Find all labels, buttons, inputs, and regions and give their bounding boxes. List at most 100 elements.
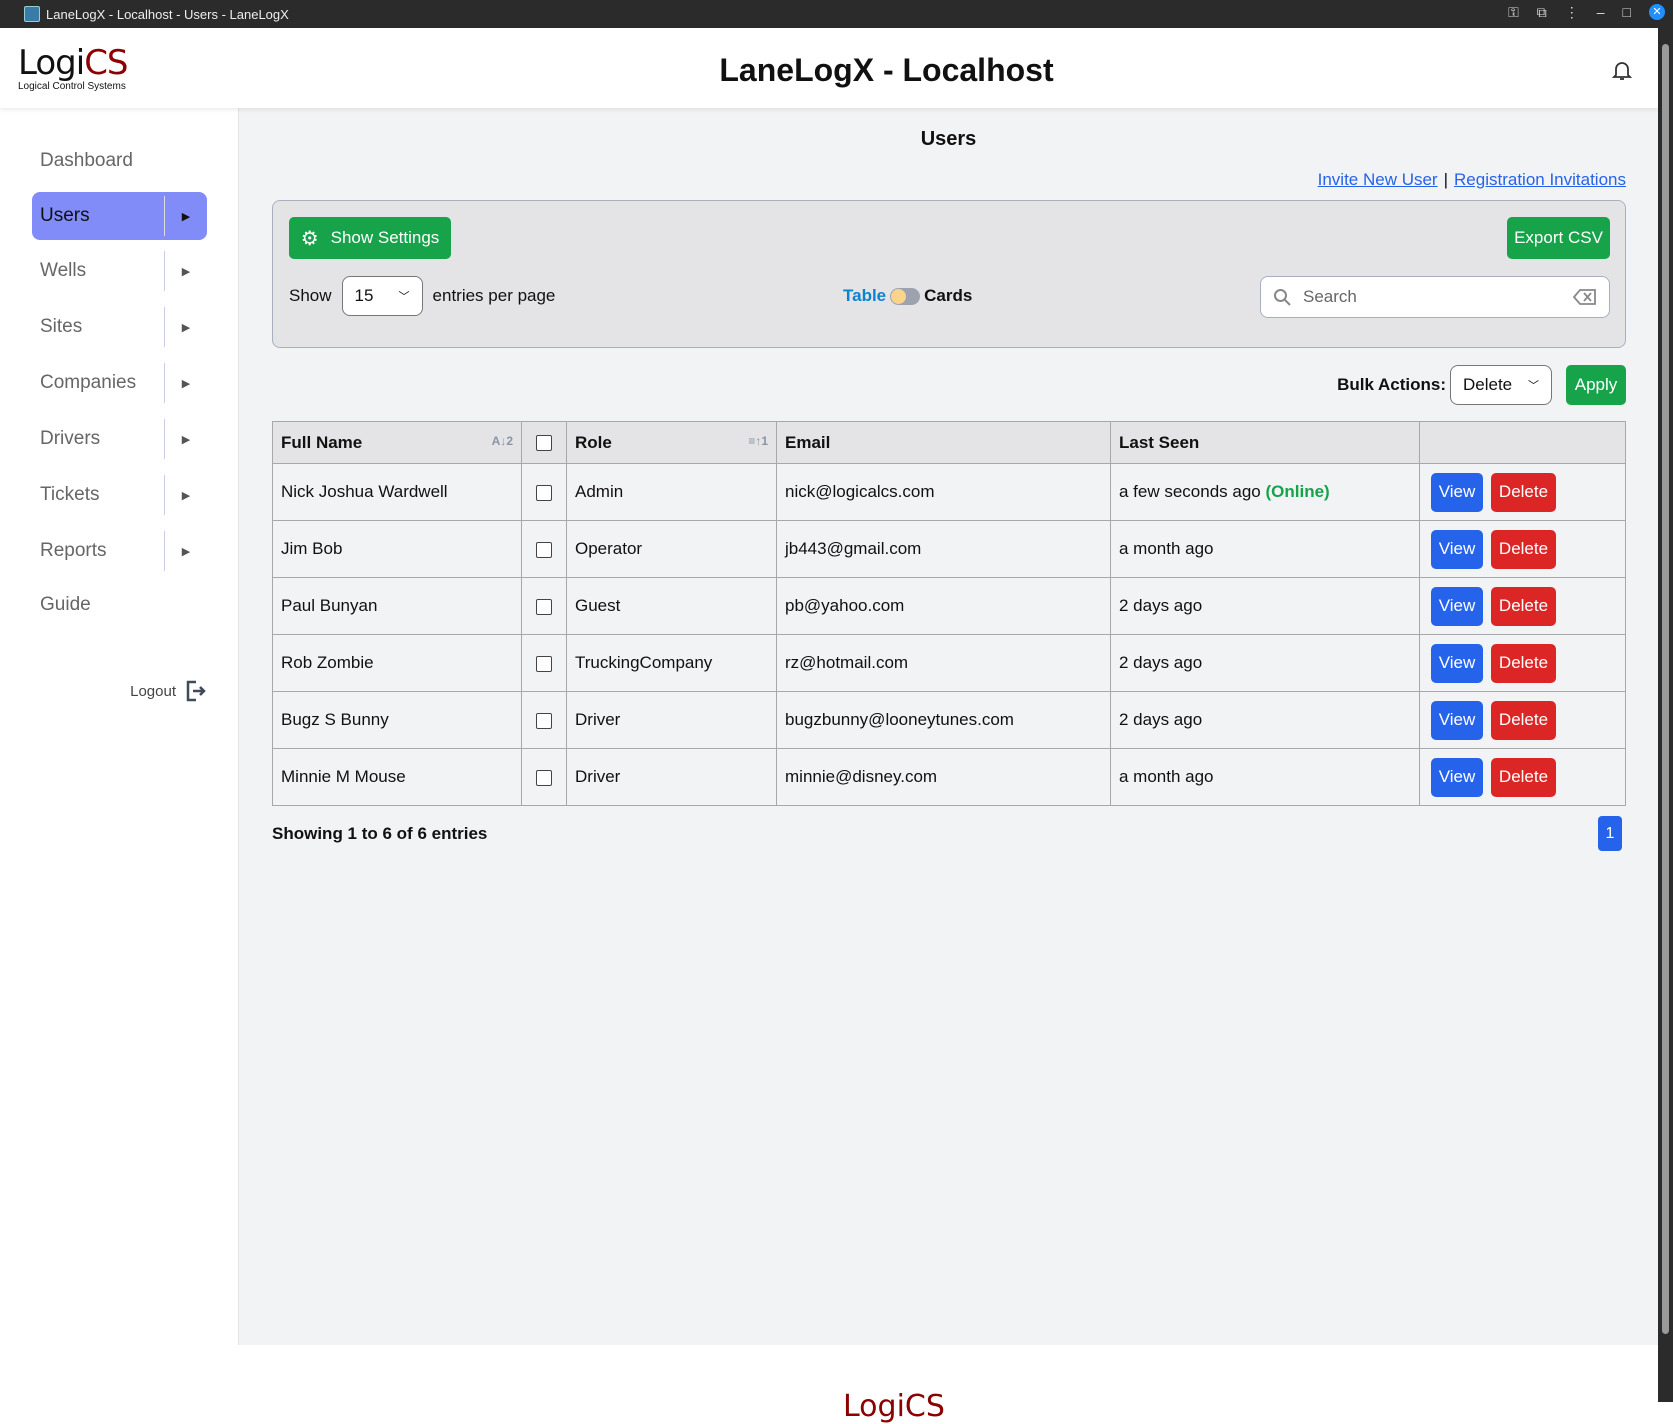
sidebar-item-sites[interactable]: Sites ▶ (32, 303, 207, 351)
row-checkbox[interactable] (536, 712, 552, 729)
view-button[interactable]: View (1431, 757, 1483, 797)
cell-select (521, 748, 567, 806)
logo[interactable]: LogiCS Logical Control Systems (18, 46, 129, 92)
extensions-icon[interactable]: ⧉ (1536, 4, 1547, 20)
page-button-1[interactable]: 1 (1598, 816, 1622, 851)
link-separator: | (1443, 170, 1449, 189)
cell-full-name: Minnie M Mouse (272, 748, 522, 806)
sidebar-item-companies[interactable]: Companies ▶ (32, 359, 207, 407)
logo-tagline: Logical Control Systems (18, 81, 126, 92)
view-button[interactable]: View (1431, 529, 1483, 569)
delete-button[interactable]: Delete (1491, 472, 1556, 512)
table-row: Bugz S Bunny Driver bugzbunny@looneytune… (272, 691, 1626, 749)
footer-logo: LogiCS (843, 1389, 945, 1424)
sidebar-item-drivers[interactable]: Drivers ▶ (32, 415, 207, 463)
caret-right-icon[interactable]: ▶ (181, 489, 191, 502)
row-checkbox[interactable] (536, 541, 552, 558)
delete-button[interactable]: Delete (1491, 529, 1556, 569)
app-title: LaneLogX - Localhost (719, 52, 1054, 88)
last-seen-text: 2 days ago (1119, 653, 1203, 672)
delete-button[interactable]: Delete (1491, 643, 1556, 683)
column-header-full-name[interactable]: Full Name A↓2 (272, 421, 522, 464)
page-title: Users (920, 128, 977, 150)
cell-email: bugzbunny@looneytunes.com (776, 691, 1111, 749)
table-row: Rob Zombie TruckingCompany rz@hotmail.co… (272, 634, 1626, 692)
last-seen-text: a month ago (1119, 539, 1214, 558)
export-csv-button[interactable]: Export CSV (1507, 217, 1610, 259)
sidebar-item-dashboard[interactable]: Dashboard (32, 137, 207, 185)
column-header-role[interactable]: Role ≡↑1 (566, 421, 777, 464)
show-settings-button[interactable]: ⚙ Show Settings (289, 217, 451, 259)
table-view-label[interactable]: Table (843, 286, 887, 305)
scrollbar[interactable] (1658, 28, 1673, 1402)
cards-view-label[interactable]: Cards (924, 286, 973, 305)
cell-last-seen: 2 days ago (1110, 634, 1420, 692)
maximize-button[interactable]: □ (1622, 4, 1631, 20)
view-button[interactable]: View (1431, 700, 1483, 740)
cell-full-name: Rob Zombie (272, 634, 522, 692)
column-header-email[interactable]: Email (776, 421, 1111, 464)
apply-button[interactable]: Apply (1566, 365, 1626, 405)
cell-role: Admin (566, 463, 777, 521)
sidebar-item-tickets[interactable]: Tickets ▶ (32, 471, 207, 519)
column-header-last-seen[interactable]: Last Seen (1110, 421, 1420, 464)
minimize-button[interactable]: – (1596, 4, 1605, 20)
app-header: LogiCS Logical Control Systems LaneLogX … (0, 28, 1658, 108)
cell-last-seen: 2 days ago (1110, 577, 1420, 635)
select-all-checkbox[interactable] (536, 435, 552, 452)
delete-button[interactable]: Delete (1491, 757, 1556, 797)
view-switch[interactable] (890, 287, 921, 305)
sidebar-item-guide[interactable]: Guide (32, 581, 207, 629)
divider (164, 251, 165, 291)
clear-search-icon[interactable] (1573, 288, 1597, 306)
row-checkbox[interactable] (536, 655, 552, 672)
sort-alpha-icon[interactable]: A↓2 (491, 434, 513, 448)
cell-select (521, 520, 567, 578)
show-settings-label: Show Settings (330, 228, 440, 247)
invite-new-user-link[interactable]: Invite New User (1317, 170, 1438, 189)
delete-button[interactable]: Delete (1491, 586, 1556, 626)
sidebar-item-users[interactable]: Users ▶ (32, 192, 207, 240)
caret-right-icon[interactable]: ▶ (181, 545, 191, 558)
sidebar-item-reports[interactable]: Reports ▶ (32, 527, 207, 575)
row-checkbox[interactable] (536, 769, 552, 786)
menu-icon[interactable]: ⋮ (1564, 4, 1579, 20)
registration-invitations-link[interactable]: Registration Invitations (1454, 170, 1626, 189)
row-checkbox[interactable] (536, 598, 552, 615)
divider (164, 196, 165, 236)
main-content: Users Invite New User | Registration Invit… (239, 108, 1658, 1345)
view-button[interactable]: View (1431, 643, 1483, 683)
footer: LogiCS (0, 1345, 1658, 1424)
search-input[interactable]: Search (1260, 276, 1610, 318)
caret-right-icon[interactable]: ▶ (181, 433, 191, 446)
view-button[interactable]: View (1431, 472, 1483, 512)
sort-numeric-icon[interactable]: ≡↑1 (748, 434, 768, 448)
cell-role: Operator (566, 520, 777, 578)
last-seen-text: a month ago (1119, 767, 1214, 786)
sidebar-item-wells[interactable]: Wells ▶ (32, 247, 207, 295)
logout-button[interactable]: Logout (130, 680, 206, 702)
cell-select (521, 577, 567, 635)
divider (164, 475, 165, 515)
cell-last-seen: a month ago (1110, 748, 1420, 806)
caret-right-icon[interactable]: ▶ (181, 321, 191, 334)
delete-button[interactable]: Delete (1491, 700, 1556, 740)
view-toggle[interactable]: Table Cards (843, 286, 972, 306)
key-icon[interactable]: ⚿ (1508, 4, 1519, 20)
cell-last-seen: a month ago (1110, 520, 1420, 578)
caret-right-icon[interactable]: ▶ (181, 377, 191, 390)
entries-suffix: entries per page (432, 286, 556, 305)
view-button[interactable]: View (1431, 586, 1483, 626)
bulk-actions: Bulk Actions: Delete ﹀ Apply (1337, 365, 1626, 405)
last-seen-text: 2 days ago (1119, 710, 1203, 729)
row-checkbox[interactable] (536, 484, 552, 501)
bulk-action-select[interactable]: Delete ﹀ (1450, 365, 1552, 405)
header-label: Full Name (281, 432, 363, 452)
entries-per-page-select[interactable]: 15 ﹀ (341, 276, 423, 316)
close-button[interactable]: ✕ (1649, 4, 1665, 20)
caret-right-icon[interactable]: ▶ (181, 210, 191, 223)
bell-icon[interactable] (1610, 58, 1634, 82)
caret-right-icon[interactable]: ▶ (181, 265, 191, 278)
cell-actions: View Delete (1419, 634, 1626, 692)
cell-role: Guest (566, 577, 777, 635)
